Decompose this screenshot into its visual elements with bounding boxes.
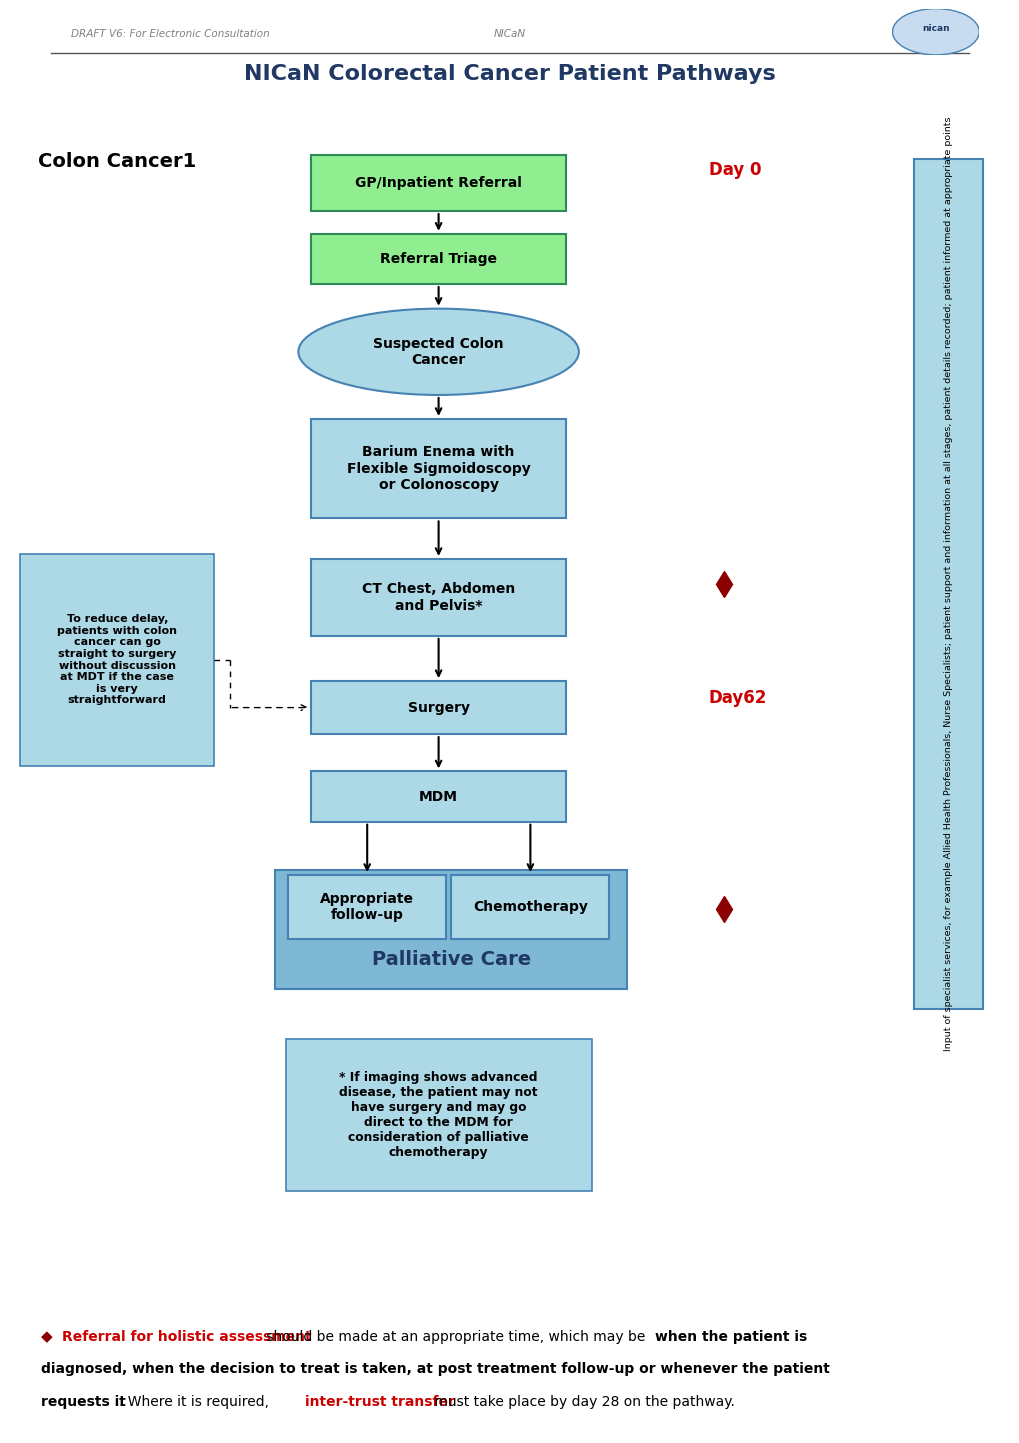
Text: ◆: ◆ [41,1329,53,1345]
Text: MDM: MDM [419,789,458,804]
Text: Day 0: Day 0 [708,162,760,179]
FancyBboxPatch shape [311,772,566,821]
FancyBboxPatch shape [275,870,627,988]
Text: Chemotherapy: Chemotherapy [473,900,587,913]
Text: must take place by day 28 on the pathway.: must take place by day 28 on the pathway… [429,1395,734,1410]
Text: requests it: requests it [41,1395,125,1410]
FancyBboxPatch shape [311,681,566,734]
Text: Day62: Day62 [708,690,766,707]
Text: Barium Enema with
Flexible Sigmoidoscopy
or Colonoscopy: Barium Enema with Flexible Sigmoidoscopy… [346,446,530,492]
FancyBboxPatch shape [20,554,214,766]
Text: Appropriate
follow-up: Appropriate follow-up [320,892,414,922]
Text: Palliative Care: Palliative Care [371,951,531,970]
Text: diagnosed, when the decision to treat is taken, at post treatment follow-up or w: diagnosed, when the decision to treat is… [41,1362,828,1377]
FancyBboxPatch shape [287,874,446,938]
Text: Referral Triage: Referral Triage [380,253,496,266]
Text: nican: nican [921,23,949,33]
Text: Input of specialist services, for example Allied Health Professionals, Nurse Spe: Input of specialist services, for exampl… [944,117,952,1052]
FancyBboxPatch shape [311,234,566,284]
Text: Chemotherapy: Chemotherapy [473,900,587,913]
Text: GP/Inpatient Referral: GP/Inpatient Referral [355,176,522,190]
Text: Colon Cancer1: Colon Cancer1 [38,153,197,172]
Text: should be made at an appropriate time, which may be: should be made at an appropriate time, w… [262,1329,649,1343]
Ellipse shape [892,9,978,55]
Text: Surgery: Surgery [408,701,469,714]
Text: NICaN: NICaN [493,29,526,39]
Ellipse shape [299,309,579,395]
FancyBboxPatch shape [311,418,566,518]
FancyBboxPatch shape [451,874,609,938]
Text: To reduce delay,
patients with colon
cancer can go
straight to surgery
without d: To reduce delay, patients with colon can… [57,615,177,706]
FancyBboxPatch shape [311,156,566,211]
Text: NICaN Colorectal Cancer Patient Pathways: NICaN Colorectal Cancer Patient Pathways [244,63,775,84]
Text: Appropriate
follow-up: Appropriate follow-up [320,892,414,922]
FancyBboxPatch shape [311,558,566,636]
Text: * If imaging shows advanced
disease, the patient may not
have surgery and may go: * If imaging shows advanced disease, the… [339,1071,537,1159]
FancyBboxPatch shape [287,874,446,938]
Text: . Where it is required,: . Where it is required, [118,1395,273,1410]
Text: Suspected Colon
Cancer: Suspected Colon Cancer [373,336,503,367]
FancyBboxPatch shape [913,159,982,1009]
Text: inter-trust transfer: inter-trust transfer [305,1395,453,1410]
FancyBboxPatch shape [451,874,609,938]
Text: DRAFT V6: For Electronic Consultation: DRAFT V6: For Electronic Consultation [71,29,270,39]
Text: CT Chest, Abdomen
and Pelvis*: CT Chest, Abdomen and Pelvis* [362,583,515,612]
FancyBboxPatch shape [285,1039,591,1192]
Text: Referral for holistic assessment: Referral for holistic assessment [61,1329,311,1343]
Text: when the patient is: when the patient is [655,1329,807,1343]
